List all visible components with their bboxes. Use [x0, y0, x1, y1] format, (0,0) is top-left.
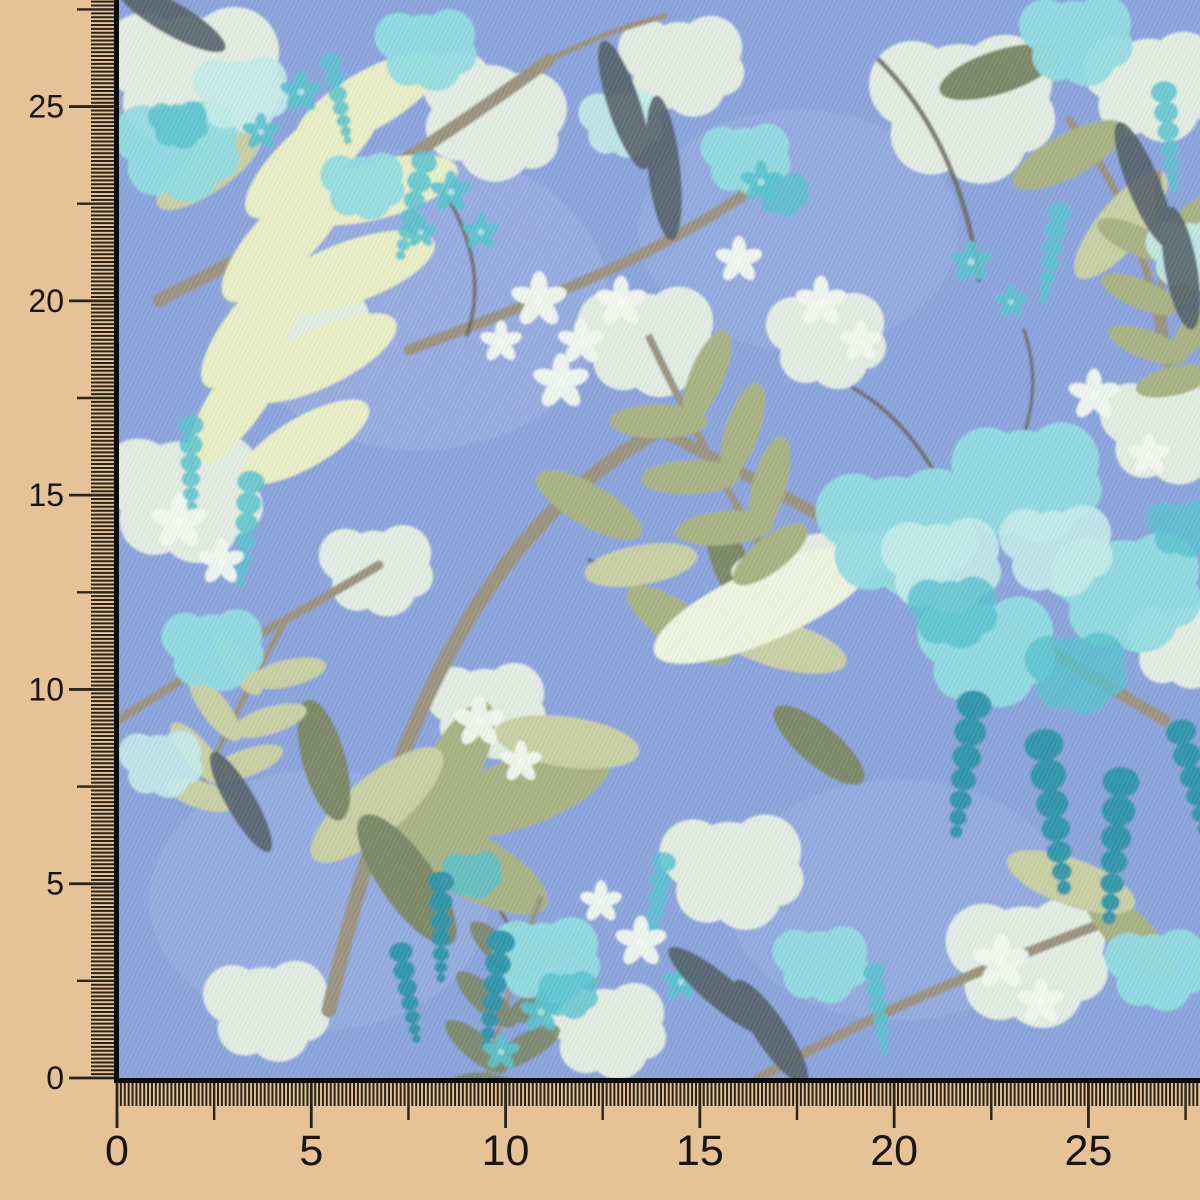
horizontal-ruler-label-10: 10 — [482, 1127, 530, 1175]
horizontal-ruler-label-20: 20 — [870, 1127, 918, 1175]
floral-pattern-graphic — [119, 0, 1200, 1078]
horizontal-ruler: 0 5 10 15 20 25 — [105, 1083, 1199, 1175]
vertical-ruler-label-15: 15 — [28, 477, 64, 513]
vertical-ruler-label-20: 20 — [28, 283, 64, 319]
fabric-swatch — [114, 0, 1200, 1083]
horizontal-ruler-label-25: 25 — [1065, 1127, 1113, 1175]
vertical-ruler-label-10: 10 — [28, 671, 64, 707]
horizontal-ruler-label-0: 0 — [105, 1127, 129, 1175]
vertical-ruler-label-0: 0 — [46, 1060, 64, 1096]
horizontal-ruler-label-5: 5 — [299, 1127, 323, 1175]
vertical-ruler-label-5: 5 — [46, 866, 64, 902]
vertical-ruler-label-25: 25 — [28, 89, 64, 125]
horizontal-ruler-label-15: 15 — [676, 1127, 724, 1175]
vertical-ruler: 0 5 10 15 20 25 — [28, 0, 114, 1096]
